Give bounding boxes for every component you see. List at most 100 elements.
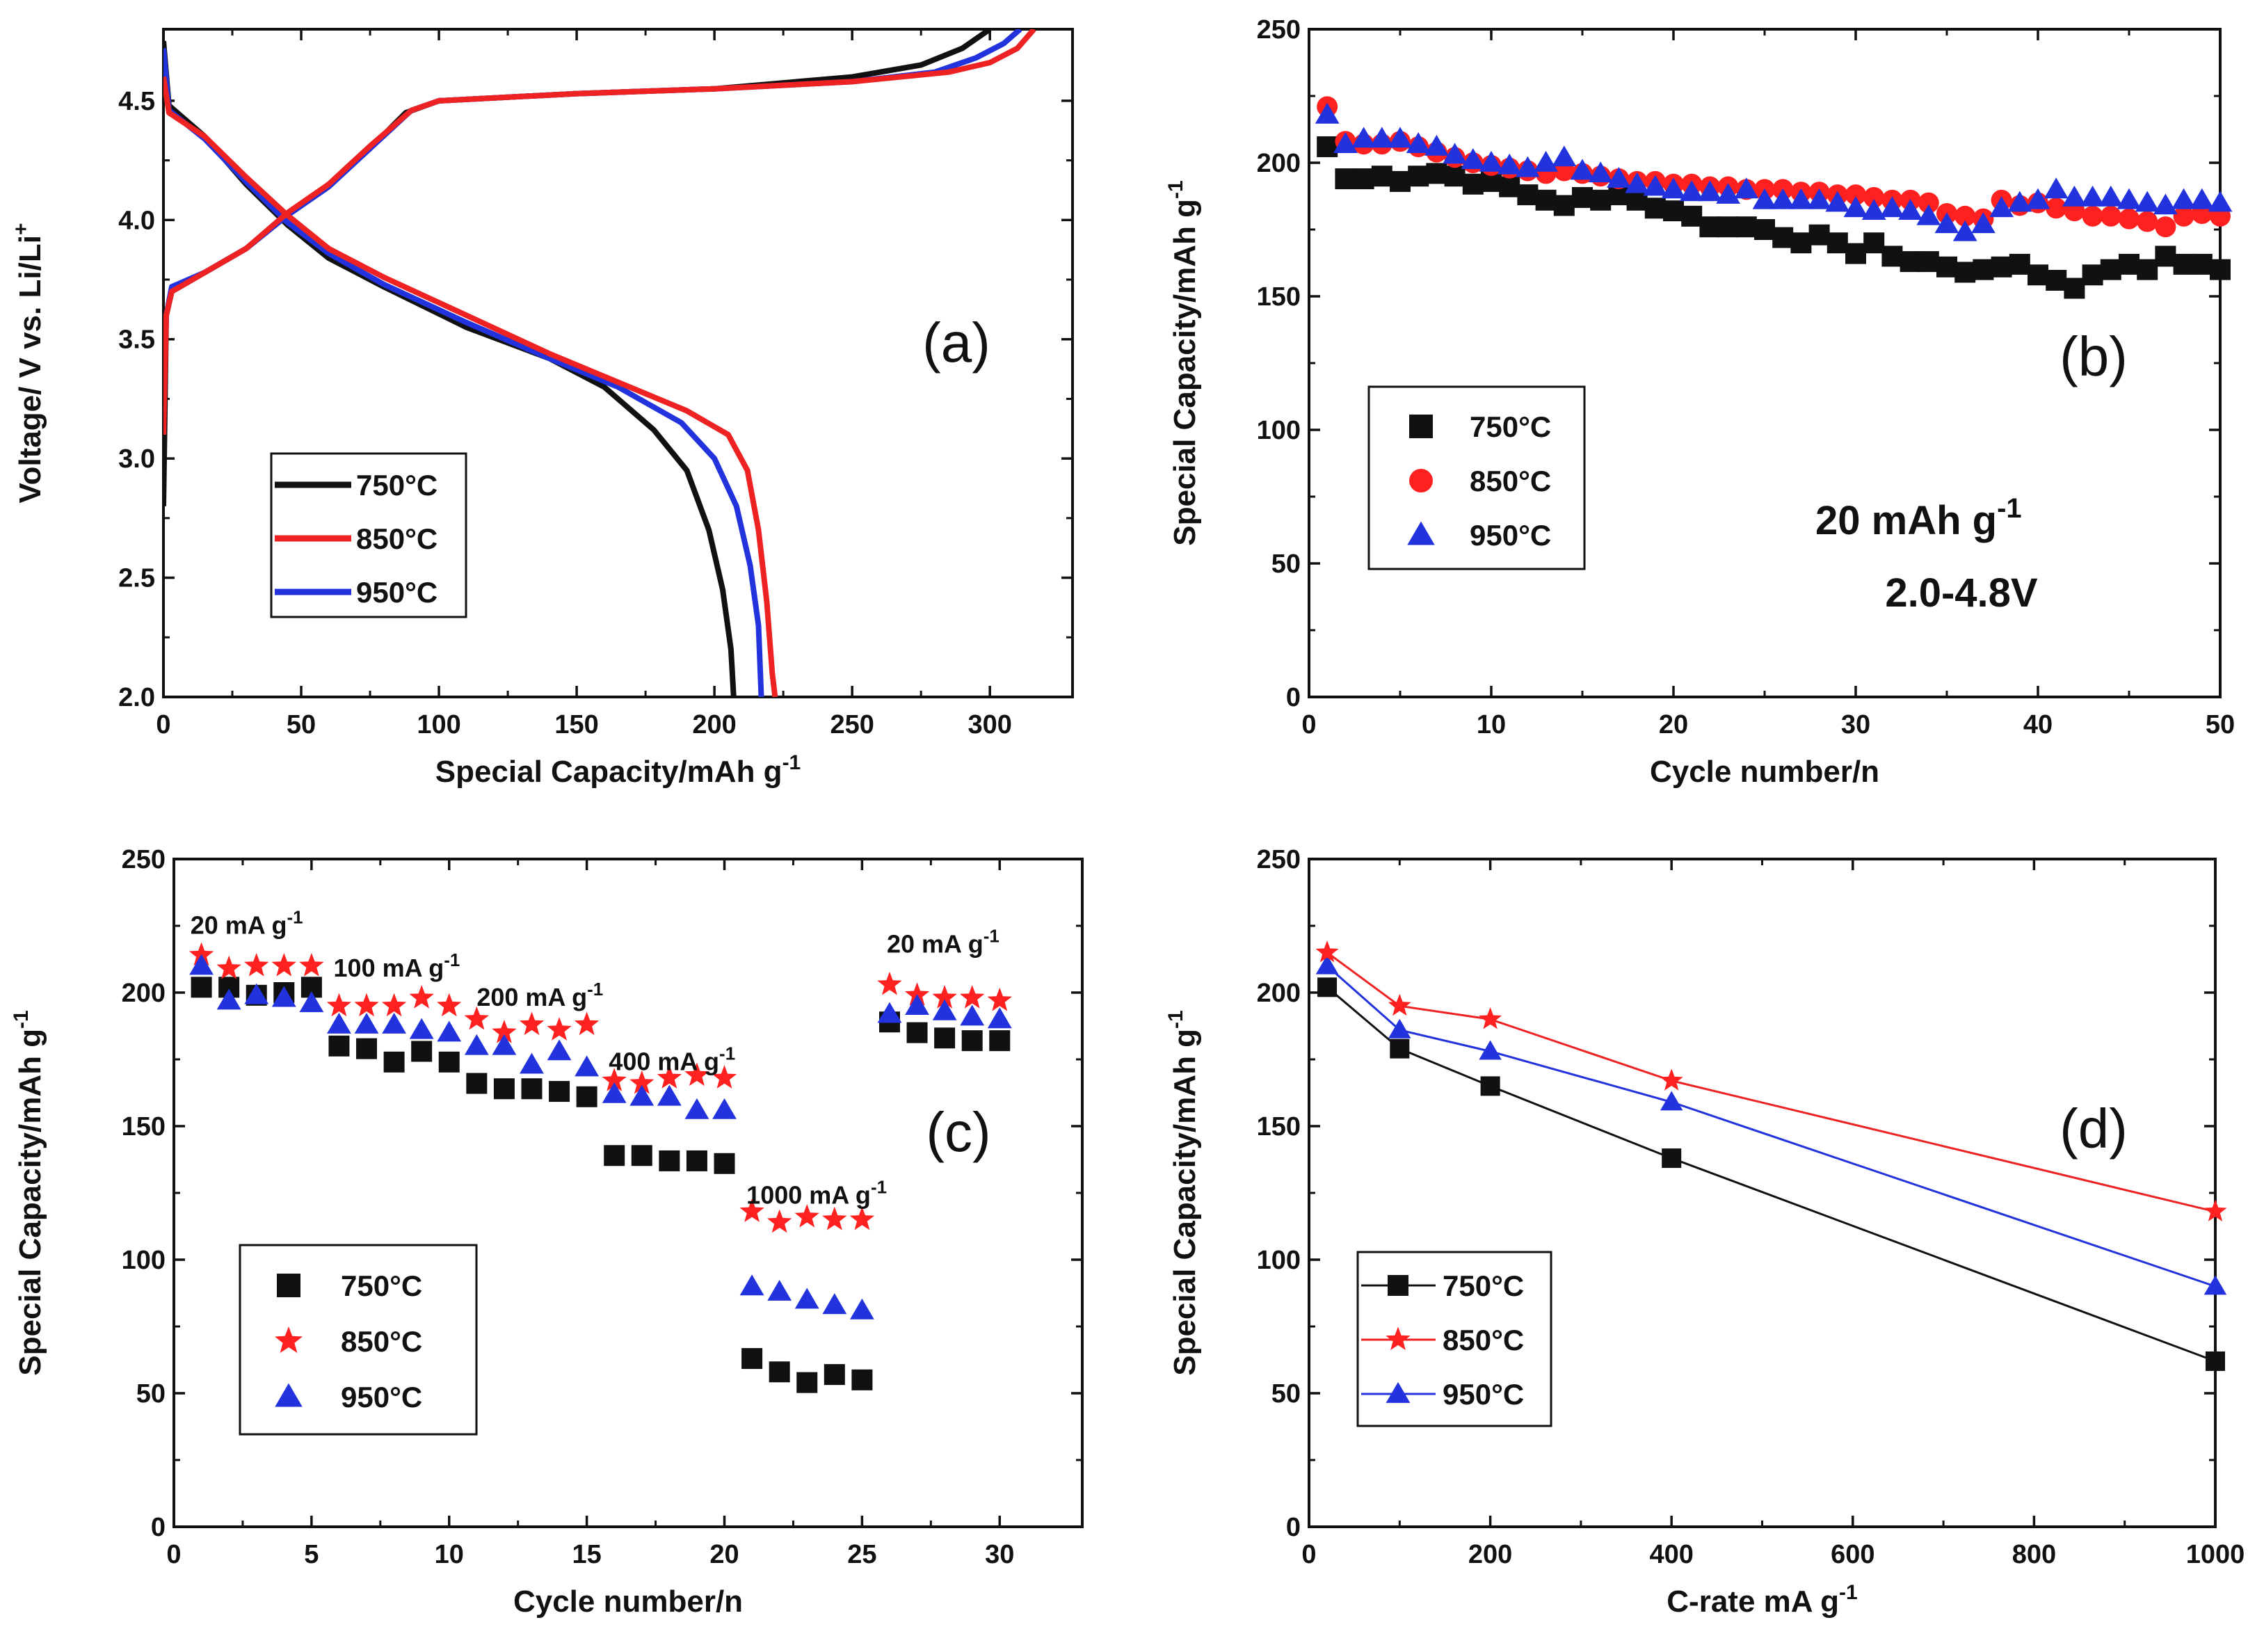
legend-marker xyxy=(275,1383,303,1407)
y-tick-label: 200 xyxy=(1257,979,1301,1008)
data-point xyxy=(1572,186,1593,208)
x-tick-label: 150 xyxy=(554,710,598,739)
x-axis-label-text: Cycle number/n xyxy=(513,1585,743,1619)
data-point xyxy=(2137,211,2158,232)
data-point xyxy=(877,1002,902,1023)
data-point xyxy=(659,1150,680,1171)
data-point xyxy=(741,1348,763,1370)
x-tick-label: 300 xyxy=(968,710,1011,739)
data-point xyxy=(2203,1199,2227,1221)
data-point xyxy=(1679,180,1704,202)
data-point xyxy=(1952,220,1977,241)
legend-box xyxy=(1367,385,1586,570)
y-tick-label: 0 xyxy=(1286,1513,1301,1542)
data-point xyxy=(629,1070,655,1094)
data-point xyxy=(1660,1091,1683,1111)
data-point xyxy=(1898,199,1922,220)
data-point xyxy=(1754,219,1775,240)
data-point xyxy=(1772,227,1794,248)
data-point xyxy=(1954,205,1976,227)
data-point xyxy=(1390,1038,1410,1059)
data-point xyxy=(1643,175,1668,196)
rate-annotation-sup: -1 xyxy=(871,1176,887,1197)
data-point xyxy=(1662,1148,1682,1169)
data-point xyxy=(602,1082,627,1103)
data-point xyxy=(1625,172,1649,193)
data-point xyxy=(1408,166,1429,187)
legend-label: 850°C xyxy=(341,1325,422,1358)
y-tick-label: 2.0 xyxy=(118,683,155,712)
y-axis-label-text: Special Capacity/mAh g xyxy=(13,1029,47,1376)
data-point xyxy=(1479,150,1504,172)
data-point xyxy=(547,1017,572,1041)
data-point xyxy=(1861,199,1886,220)
data-point xyxy=(381,993,407,1017)
y-axis-label-sup: + xyxy=(10,223,33,235)
x-tick-label: 250 xyxy=(830,710,874,739)
data-point xyxy=(2100,259,2121,280)
data-point xyxy=(1716,182,1740,204)
markers xyxy=(1315,940,2227,1371)
data-point xyxy=(2155,216,2176,238)
data-point xyxy=(1499,176,1520,198)
data-point xyxy=(1681,205,1703,227)
data-point xyxy=(1717,216,1739,238)
x-tick-label: 200 xyxy=(692,710,736,739)
x-tick-label: 50 xyxy=(2206,710,2235,739)
x-tick-label: 0 xyxy=(166,1540,181,1569)
data-point xyxy=(822,1206,847,1230)
data-point xyxy=(1517,184,1539,206)
y-tick-label: 250 xyxy=(1257,845,1301,874)
data-point xyxy=(987,1007,1012,1029)
y-tick-label: 150 xyxy=(1257,1112,1301,1141)
legend-box xyxy=(239,1244,478,1436)
y-tick-label: 150 xyxy=(122,1112,166,1141)
data-point xyxy=(2210,259,2231,280)
data-point xyxy=(2100,205,2121,227)
data-point xyxy=(1588,161,1613,183)
data-point xyxy=(1825,191,1850,212)
data-point xyxy=(906,1022,928,1043)
data-point xyxy=(576,1086,597,1107)
data-point xyxy=(1971,212,1996,234)
x-tick-label: 40 xyxy=(2023,710,2053,739)
data-point xyxy=(2046,198,2067,219)
legend-marker xyxy=(275,1326,303,1354)
data-point xyxy=(1462,173,1484,195)
data-point xyxy=(1353,168,1374,190)
data-point xyxy=(739,1274,764,1296)
x-tick-label: 0 xyxy=(156,710,170,739)
x-tick-label: 10 xyxy=(435,1540,464,1569)
data-point xyxy=(1827,232,1848,254)
data-point xyxy=(1973,259,1994,280)
data-point xyxy=(1388,127,1413,148)
legend-label: 750°C xyxy=(1470,410,1551,443)
data-point xyxy=(271,953,296,977)
x-tick-label: 800 xyxy=(2012,1540,2056,1569)
data-point xyxy=(1698,180,1722,202)
data-point xyxy=(1461,148,1486,169)
data-point xyxy=(2206,1351,2225,1371)
data-point xyxy=(1388,1018,1411,1038)
data-point xyxy=(519,1011,545,1036)
legend-label: 850°C xyxy=(356,522,437,555)
y-tick-label: 100 xyxy=(1257,1246,1301,1275)
data-point xyxy=(1426,163,1447,184)
data-point xyxy=(1900,251,1921,273)
data-point xyxy=(932,985,957,1009)
series-line-1 xyxy=(1326,952,2216,1213)
panel-b-cycling-performance: 0 10 20 30 40 50 0 50 100 150 200 250 Cycle number/n… xyxy=(1164,15,2235,789)
rate-annotation-text: 100 mA g xyxy=(334,954,444,982)
data-point xyxy=(521,1078,543,1100)
data-point xyxy=(409,985,434,1009)
data-point xyxy=(1699,216,1721,238)
data-point xyxy=(1351,127,1376,148)
curve-charge-0 xyxy=(163,29,992,506)
data-point xyxy=(1497,153,1522,175)
rate-annotation: 1000 mA g-1 xyxy=(746,1176,887,1209)
data-point xyxy=(767,1209,792,1233)
data-point xyxy=(2007,191,2032,212)
y-axis-label: Special Capacity/mAh g-1 xyxy=(1164,1010,1202,1376)
rate-annotation-sup: -1 xyxy=(287,907,303,928)
y-tick-label: 250 xyxy=(122,845,166,874)
